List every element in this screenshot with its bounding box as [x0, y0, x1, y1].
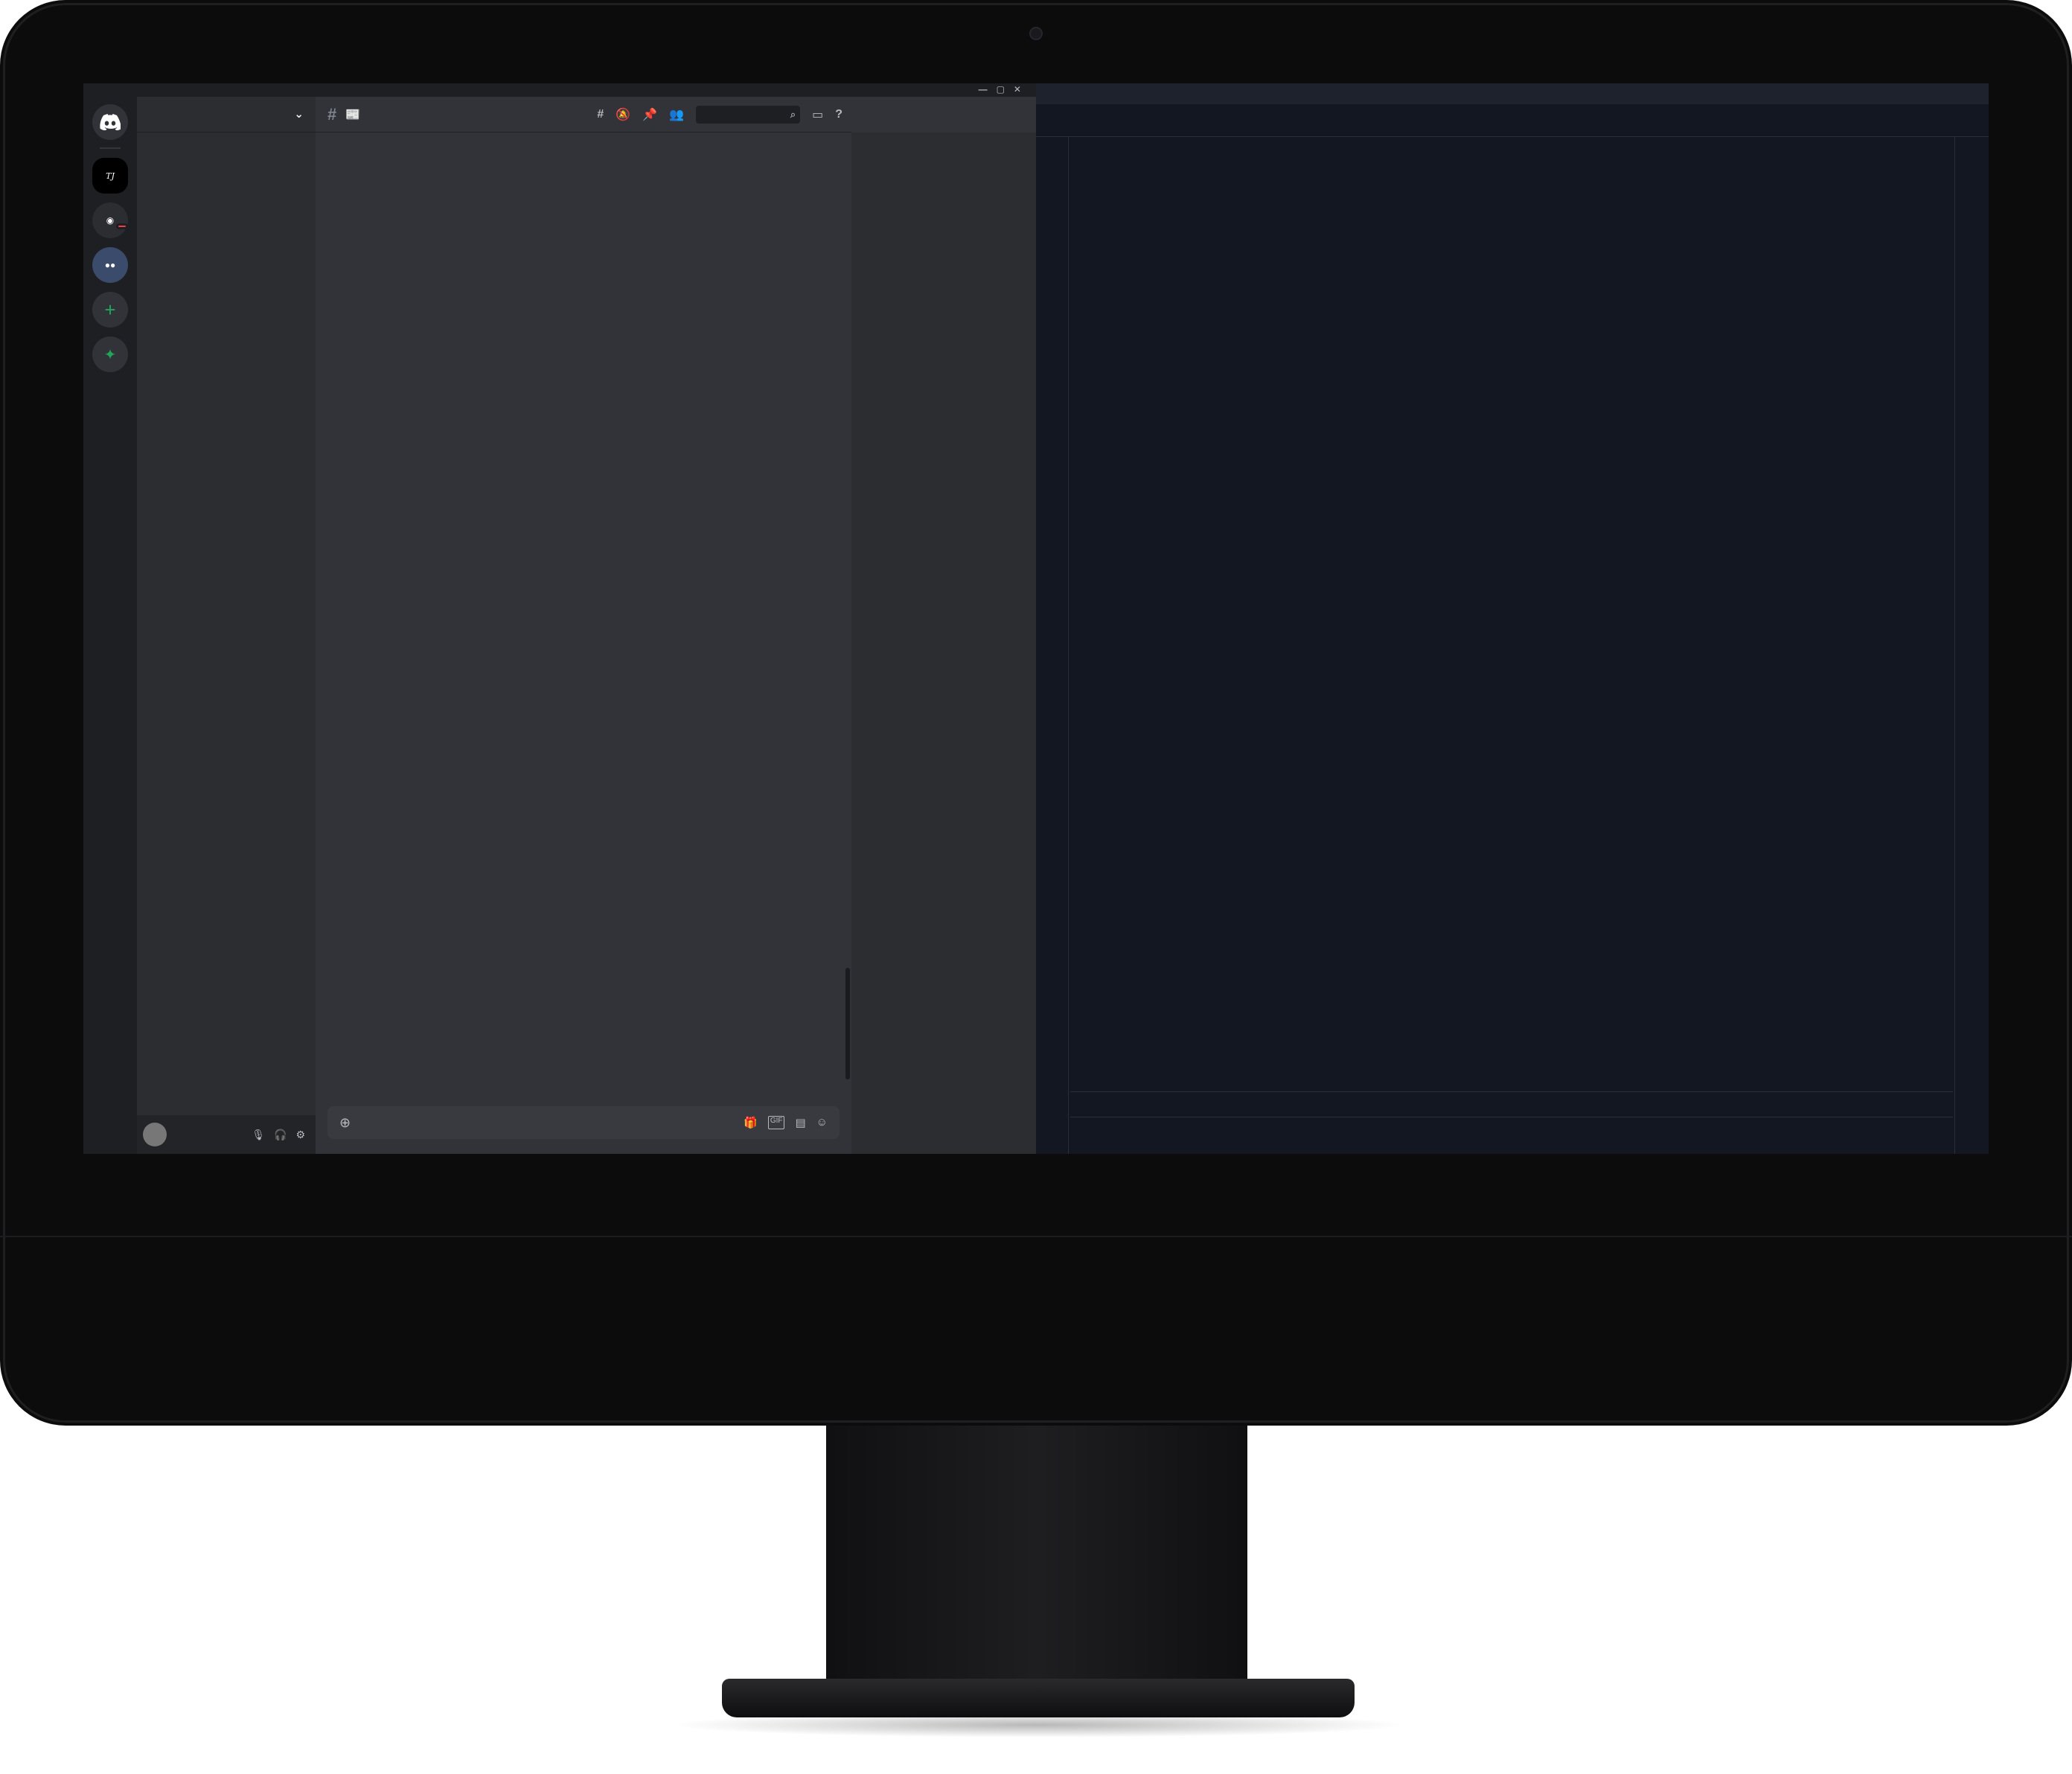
search-icon: ⌕ [790, 109, 796, 120]
settings-gear-icon[interactable]: ⚙ [295, 1128, 305, 1140]
tv-top-toolbar [1036, 104, 1989, 137]
drawing-toolbar [1036, 137, 1069, 1154]
server-icon-2[interactable]: ◉ [92, 202, 128, 238]
explore-servers-icon[interactable]: ✦ [92, 336, 128, 372]
message-composer[interactable]: ⊕ 🎁 GIF ▤ ☺ [327, 1106, 840, 1139]
message-list [316, 133, 851, 1093]
member-list-icon[interactable]: 👥 [669, 109, 685, 121]
screen: —▢✕ TJ ◉ ●● + ✦ ⌄ [83, 83, 1989, 1154]
monitor-bezel-edge [3, 3, 2069, 1423]
discord-home-icon[interactable] [92, 104, 128, 140]
sticker-icon[interactable]: ▤ [795, 1117, 806, 1129]
monitor-chin [0, 1236, 2072, 1237]
user-avatar[interactable] [143, 1123, 167, 1146]
search-input[interactable]: ⌕ [696, 106, 801, 124]
add-server-icon[interactable]: + [92, 292, 128, 328]
server-header[interactable]: ⌄ [137, 97, 316, 133]
bottom-panel-tabs [1070, 1117, 1953, 1154]
imac-monitor: —▢✕ TJ ◉ ●● + ✦ ⌄ [0, 0, 2072, 1426]
gif-icon[interactable]: GIF [767, 1116, 785, 1129]
chat-scrollbar[interactable] [845, 968, 850, 1079]
emoji-icon[interactable]: ☺ [816, 1116, 828, 1129]
discord-window: —▢✕ TJ ◉ ●● + ✦ ⌄ [83, 83, 1036, 1154]
pinned-messages-icon[interactable]: 📌 [642, 109, 658, 121]
inbox-icon[interactable]: ▭ [812, 109, 824, 121]
range-toolbar [1070, 1091, 1953, 1117]
monitor-stand-neck [826, 1426, 1247, 1686]
member-list [851, 133, 1036, 1154]
camera [1029, 27, 1043, 40]
stand-shadow [670, 1712, 1407, 1738]
user-panel: 🎙 🎧 ⚙ [137, 1115, 316, 1154]
window-controls[interactable]: —▢✕ [978, 84, 1030, 95]
right-widget-bar [1954, 137, 1989, 1154]
mention-badge [116, 223, 128, 229]
header-toolbar: # 🔕 📌 👥 ⌕ ▭ ? [597, 106, 842, 124]
monitor-stand-foot [722, 1679, 1355, 1717]
server-icon-3[interactable]: ●● [92, 247, 128, 283]
chart-grid [1070, 138, 1953, 1091]
headphones-icon[interactable]: 🎧 [274, 1128, 287, 1140]
tradingview-window [1036, 83, 1989, 1154]
newspaper-emoji: 📰 [345, 108, 361, 121]
attach-plus-icon[interactable]: ⊕ [339, 1114, 351, 1130]
gift-icon[interactable]: 🎁 [744, 1117, 758, 1129]
tv-tab-bar [1036, 83, 1989, 104]
discord-titlebar: —▢✕ [83, 83, 1036, 97]
chevron-down-icon: ⌄ [294, 108, 304, 121]
chat-area: # 📰 # 🔕 📌 👥 ⌕ ▭ ? [316, 97, 851, 1154]
channel-sidebar: ⌄ 🎙 🎧 ⚙ [137, 97, 316, 1154]
channel-header: # 📰 # 🔕 📌 👥 ⌕ ▭ ? [316, 97, 851, 133]
threads-icon[interactable]: # [597, 108, 604, 121]
server-icon-tomj[interactable]: TJ [92, 158, 128, 194]
hashtag-icon: # [327, 104, 337, 124]
server-rail: TJ ◉ ●● + ✦ [83, 97, 137, 1154]
notifications-bell-icon[interactable]: 🔕 [615, 109, 631, 121]
help-icon[interactable]: ? [835, 108, 842, 121]
microphone-icon[interactable]: 🎙 [252, 1128, 265, 1140]
